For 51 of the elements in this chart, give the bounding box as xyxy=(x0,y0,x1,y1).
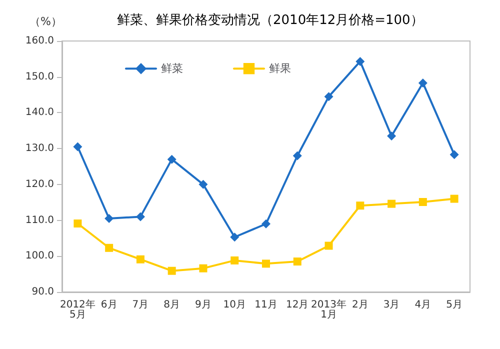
point xyxy=(418,198,427,206)
point xyxy=(324,92,334,102)
point xyxy=(167,154,176,164)
point xyxy=(387,132,396,141)
point xyxy=(74,220,82,228)
x-tick-label: 7月 xyxy=(132,300,149,310)
x-tick-label: 12月 xyxy=(286,300,309,310)
point xyxy=(292,151,302,160)
chart-title: 鲜菜、鲜果价格变动情况（2010年12月价格=100） xyxy=(117,13,424,28)
point xyxy=(262,260,270,268)
legend-label: 鲜果 xyxy=(269,62,291,76)
x-tick-label: 4月 xyxy=(414,300,432,310)
x-tick-label: 3月 xyxy=(383,300,400,310)
y-axis-title: （%） xyxy=(30,15,62,28)
x-tick-label: 10月 xyxy=(223,300,246,310)
x-tick-label: 2月 xyxy=(352,300,368,310)
point xyxy=(262,219,270,228)
y-tick-label: 120.0 xyxy=(25,178,54,190)
point xyxy=(356,202,364,210)
point xyxy=(168,266,176,275)
point xyxy=(73,142,82,152)
x-tick-label: 2012年 5月 xyxy=(60,298,96,320)
point xyxy=(199,264,208,272)
point xyxy=(450,150,459,160)
y-tick-label: 160.0 xyxy=(25,36,54,46)
y-tick-label: 90.0 xyxy=(32,286,54,298)
x-tick-label: 11月 xyxy=(254,300,278,310)
x-tick-label: 9月 xyxy=(195,300,212,310)
x-tick-label: 6月 xyxy=(100,300,118,310)
y-tick-label: 110.0 xyxy=(25,214,54,226)
point xyxy=(356,56,365,66)
point xyxy=(324,242,333,250)
legend-label: 鲜菜 xyxy=(161,62,183,76)
point xyxy=(230,256,239,264)
x-tick-label: 2013年 1月 xyxy=(311,298,346,320)
point xyxy=(136,212,145,222)
point xyxy=(388,200,396,208)
point xyxy=(418,78,428,88)
x-tick-label: 5月 xyxy=(446,300,462,310)
y-tick-label: 130.0 xyxy=(25,143,54,154)
point xyxy=(230,232,240,242)
point xyxy=(104,214,114,223)
point xyxy=(105,244,114,252)
y-tick-label: 150.0 xyxy=(25,71,54,82)
point xyxy=(136,255,144,264)
point xyxy=(450,194,458,203)
y-tick-label: 140.0 xyxy=(25,107,54,118)
x-tick-label: 8月 xyxy=(164,300,180,310)
point xyxy=(293,258,302,266)
point xyxy=(198,180,208,189)
y-tick-label: 100.0 xyxy=(25,250,54,262)
